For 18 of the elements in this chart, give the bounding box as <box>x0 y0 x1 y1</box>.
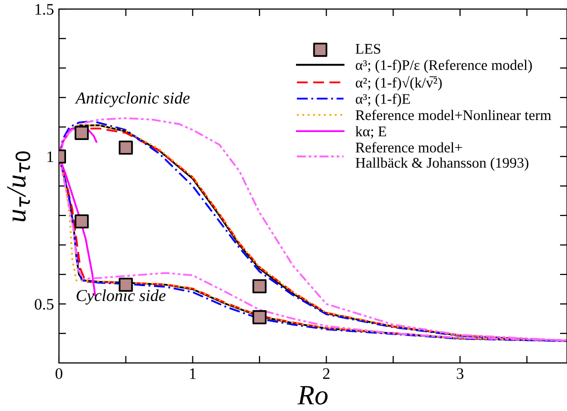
legend-label: LES <box>356 44 380 54</box>
legend-label: α³; (1-f)P/ε (Reference model) <box>356 60 532 74</box>
y-axis-title: u$_{τ}$/u$_{τ0}$ <box>7 151 30 222</box>
y-tick-label: 1 <box>48 151 54 162</box>
legend-label: kα; E <box>356 126 386 138</box>
x-tick-label: 0 <box>56 368 62 380</box>
x-tick-label: 2 <box>323 368 330 379</box>
x-axis-title: Ro <box>297 386 328 405</box>
y-tick-label: 0.5 <box>34 298 54 310</box>
legend-label: Reference model+Nonlinear term <box>356 110 552 120</box>
legend-label: α²; (1-f)√(k/v̅²) <box>356 76 442 91</box>
legend-label: α³; (1-f)E <box>356 93 410 107</box>
annotation: Cyclonic side <box>76 289 166 305</box>
x-tick-label: 3 <box>456 368 464 380</box>
x-tick-label: 1 <box>190 368 196 379</box>
legend-label: Reference model+ Hallbäck & Johansson (1993) <box>356 142 528 171</box>
annotation: Anticyclonic side <box>74 92 190 108</box>
y-tick-label: 1.5 <box>36 4 54 15</box>
